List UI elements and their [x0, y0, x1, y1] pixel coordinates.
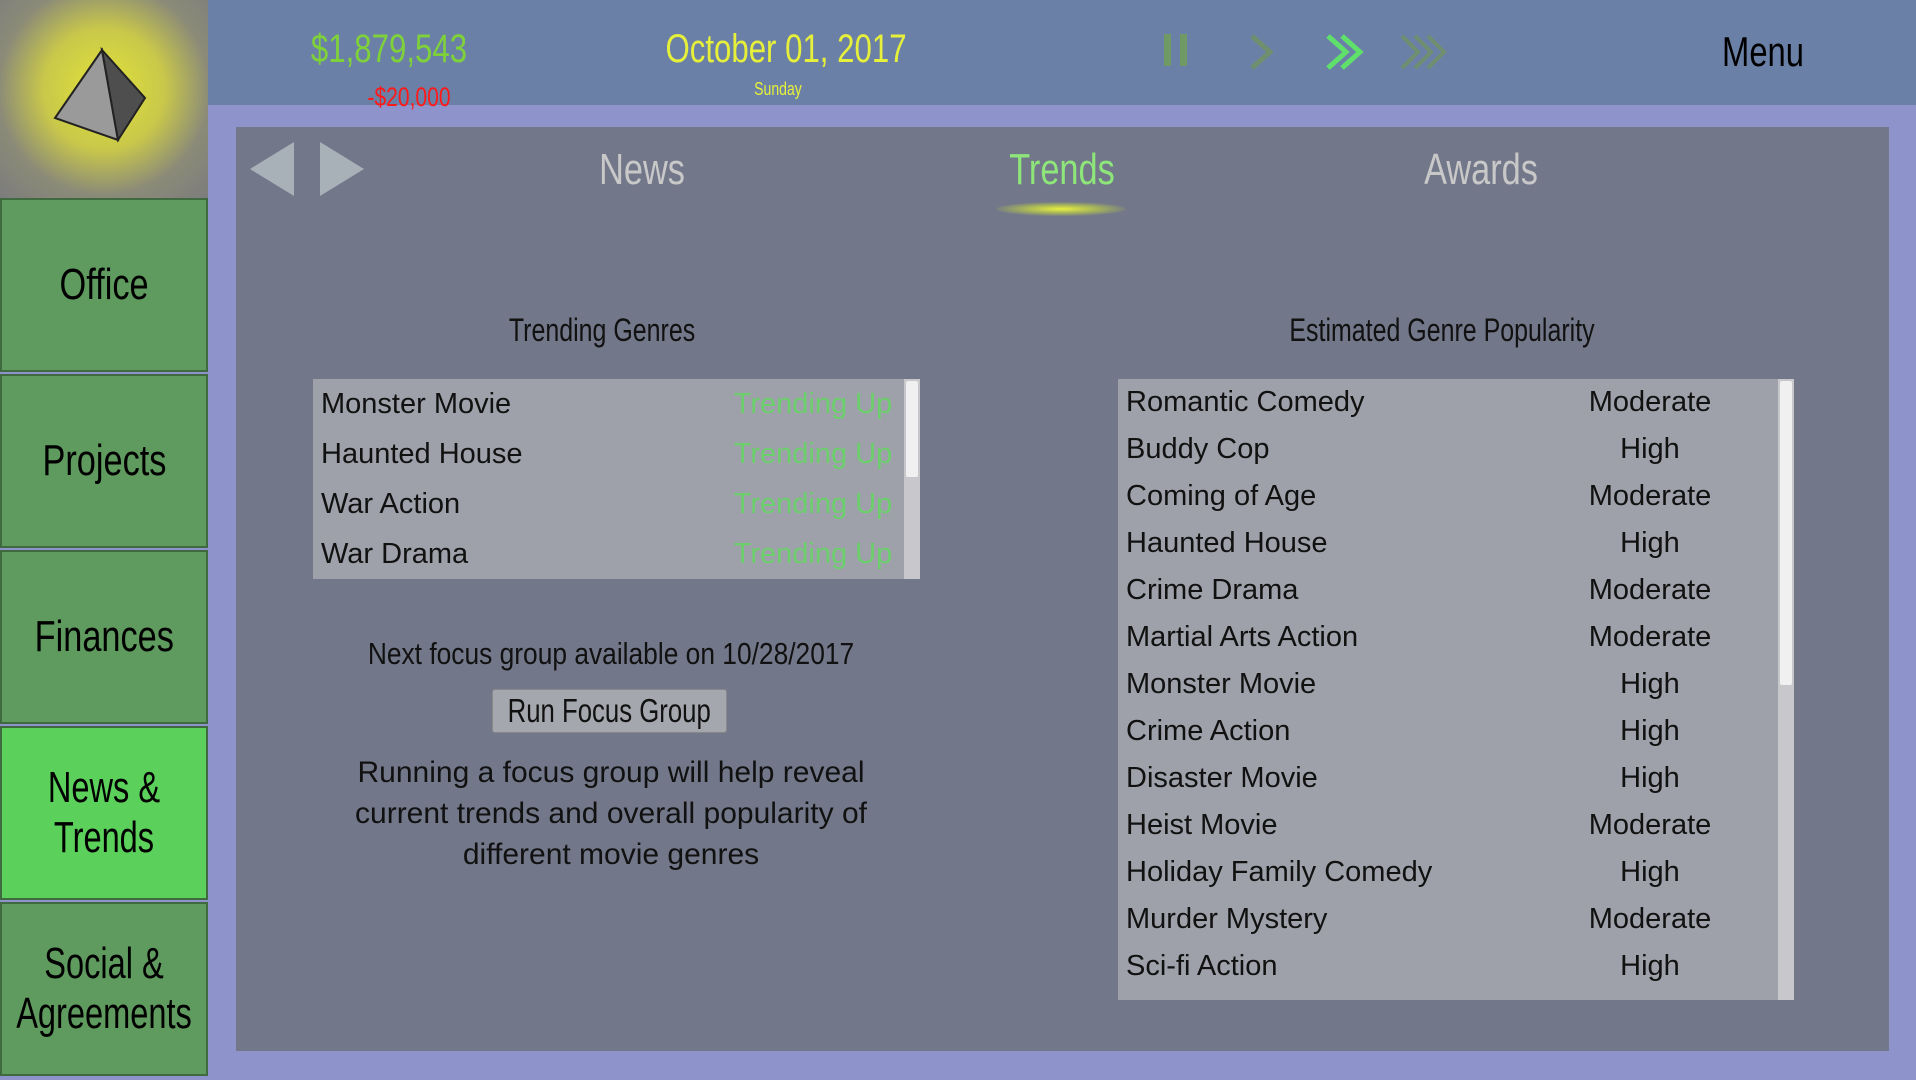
trending-genres-title: Trending Genres: [508, 312, 696, 348]
menu-button[interactable]: Menu: [1722, 28, 1804, 75]
genre-name: Heist Movie: [1126, 809, 1278, 841]
pyramid-logo-icon: [53, 46, 147, 143]
list-item: Sci-fi Action High: [1118, 943, 1794, 990]
logo[interactable]: [0, 0, 208, 198]
previous-arrow-icon[interactable]: [250, 142, 294, 196]
genre-name: Crime Action: [1126, 715, 1291, 747]
scrollbar-thumb[interactable]: [906, 381, 918, 477]
popularity-level: High: [1620, 668, 1680, 700]
top-bar: [208, 0, 1916, 105]
trending-genres-list[interactable]: Monster Movie Trending Up Haunted House Tr…: [313, 379, 920, 579]
genre-name: Coming of Age: [1126, 480, 1317, 512]
list-item: Romantic Comedy Moderate: [1118, 379, 1794, 426]
scrollbar[interactable]: [1778, 379, 1794, 1000]
money-balance: $1,879,543: [310, 27, 468, 71]
genre-name: Murder Mystery: [1126, 903, 1328, 935]
genre-name: Romantic Comedy: [1126, 386, 1365, 418]
list-item: Haunted House Trending Up: [321, 438, 893, 470]
money-change: -$20,000: [367, 82, 451, 112]
popularity-level: High: [1620, 856, 1680, 888]
genre-name: Crime Drama: [1126, 574, 1299, 606]
pause-icon[interactable]: [1164, 34, 1187, 66]
list-item: Monster Movie High: [1118, 661, 1794, 708]
list-item: Buddy Cop High: [1118, 426, 1794, 473]
list-item: Disaster Movie High: [1118, 755, 1794, 802]
fast-forward-icon[interactable]: [1326, 34, 1364, 70]
genre-name: Holiday Family Comedy: [1126, 856, 1433, 888]
sidebar-item-news-trends[interactable]: News & Trends: [0, 726, 208, 900]
popularity-level: High: [1620, 715, 1680, 747]
list-item: Haunted House High: [1118, 520, 1794, 567]
popularity-level: High: [1620, 950, 1680, 982]
tab-news[interactable]: News: [599, 145, 685, 194]
popularity-level: High: [1620, 527, 1680, 559]
focus-group-description: Running a focus group will help reveal c…: [355, 756, 867, 871]
list-item: Crime Drama Moderate: [1118, 567, 1794, 614]
popularity-level: Moderate: [1588, 480, 1712, 512]
genre-popularity-title: Estimated Genre Popularity: [1289, 312, 1595, 348]
scrollbar-thumb[interactable]: [1780, 381, 1792, 685]
fastest-forward-icon[interactable]: [1400, 34, 1447, 70]
popularity-level: High: [1620, 433, 1680, 465]
popularity-level: Moderate: [1588, 809, 1712, 841]
sidebar-item-finances[interactable]: Finances: [0, 550, 208, 724]
list-item: Monster Movie Trending Up: [321, 388, 893, 420]
sidebar-item-projects[interactable]: Projects: [0, 374, 208, 548]
genre-name: Buddy Cop: [1126, 433, 1270, 465]
genre-name: Sci-fi Action: [1126, 950, 1278, 982]
popularity-level: Moderate: [1588, 621, 1712, 653]
nav-arrows: [250, 142, 364, 196]
popularity-level: High: [1620, 762, 1680, 794]
play-icon[interactable]: [1250, 34, 1274, 70]
genre-name: Haunted House: [1126, 527, 1328, 559]
list-item: War Action Trending Up: [321, 488, 893, 520]
list-item: Holiday Family Comedy High: [1118, 849, 1794, 896]
genre-popularity-list[interactable]: Romantic Comedy Moderate Buddy Cop High Comi…: [1118, 379, 1794, 1000]
weekday: Sunday: [754, 79, 802, 99]
tab-awards[interactable]: Awards: [1424, 145, 1538, 194]
genre-name: Martial Arts Action: [1126, 621, 1359, 653]
run-focus-group-button[interactable]: Run Focus Group: [492, 689, 727, 733]
current-date: October 01, 2017: [665, 27, 907, 71]
popularity-level: Moderate: [1588, 903, 1712, 935]
scrollbar[interactable]: [904, 379, 920, 579]
list-item: War Drama Trending Up: [321, 538, 893, 570]
genre-name: Monster Movie: [1126, 668, 1317, 700]
speed-controls: [1164, 34, 1447, 70]
popularity-level: Moderate: [1588, 574, 1712, 606]
sidebar-item-social-agreements[interactable]: Social & Agreements: [0, 902, 208, 1076]
popularity-level: Moderate: [1588, 386, 1712, 418]
active-tab-indicator: [996, 202, 1126, 216]
list-item: Crime Action High: [1118, 708, 1794, 755]
next-arrow-icon[interactable]: [320, 142, 364, 196]
list-item: Coming of Age Moderate: [1118, 473, 1794, 520]
list-item: Heist Movie Moderate: [1118, 802, 1794, 849]
sidebar-item-office[interactable]: Office: [0, 198, 208, 372]
list-item: Murder Mystery Moderate: [1118, 896, 1794, 943]
tab-trends[interactable]: Trends: [1009, 145, 1115, 194]
genre-name: Disaster Movie: [1126, 762, 1318, 794]
next-focus-group-text: Next focus group available on 10/28/2017: [367, 636, 855, 671]
list-item: Martial Arts Action Moderate: [1118, 614, 1794, 661]
